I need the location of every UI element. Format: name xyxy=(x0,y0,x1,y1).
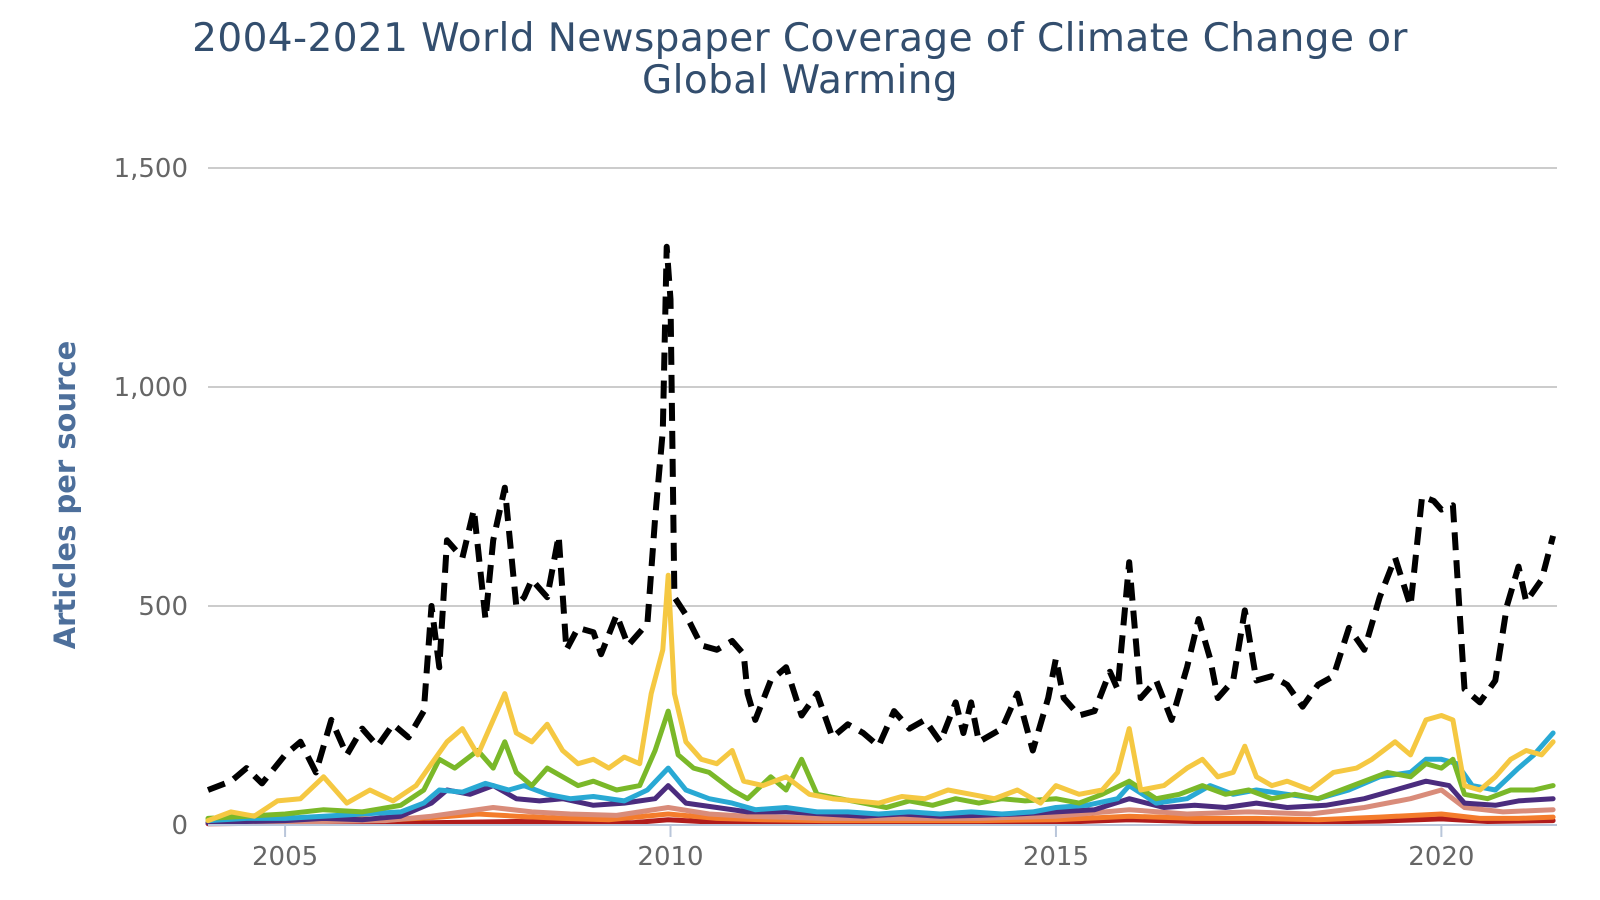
gridlines xyxy=(208,167,1557,607)
axes: 0 500 1,000 1,500 2005 2010 2015 2020 xyxy=(114,154,1557,872)
y-tick-label: 0 xyxy=(171,811,188,841)
y-tick-label: 500 xyxy=(138,592,188,622)
series-line-1 xyxy=(206,243,1557,793)
x-tick-label: 2005 xyxy=(252,842,318,872)
x-tick-label: 2020 xyxy=(1408,842,1474,872)
chart-title-line-2: Global Warming xyxy=(641,58,959,103)
series-line-2 xyxy=(205,572,1556,824)
series-lines xyxy=(205,243,1557,827)
series-line-6 xyxy=(205,787,1556,826)
chart-title-line-1: 2004-2021 World Newspaper Coverage of Cl… xyxy=(192,16,1408,61)
series-line-8 xyxy=(205,816,1556,827)
x-tick-label: 2010 xyxy=(637,842,703,872)
y-axis-label: Articles per source xyxy=(48,341,82,650)
x-tick-label: 2015 xyxy=(1023,842,1089,872)
y-tick-label: 1,500 xyxy=(114,154,188,184)
chart-title: 2004-2021 World Newspaper Coverage of Cl… xyxy=(0,18,1600,102)
y-tick-label: 1,000 xyxy=(114,373,188,403)
